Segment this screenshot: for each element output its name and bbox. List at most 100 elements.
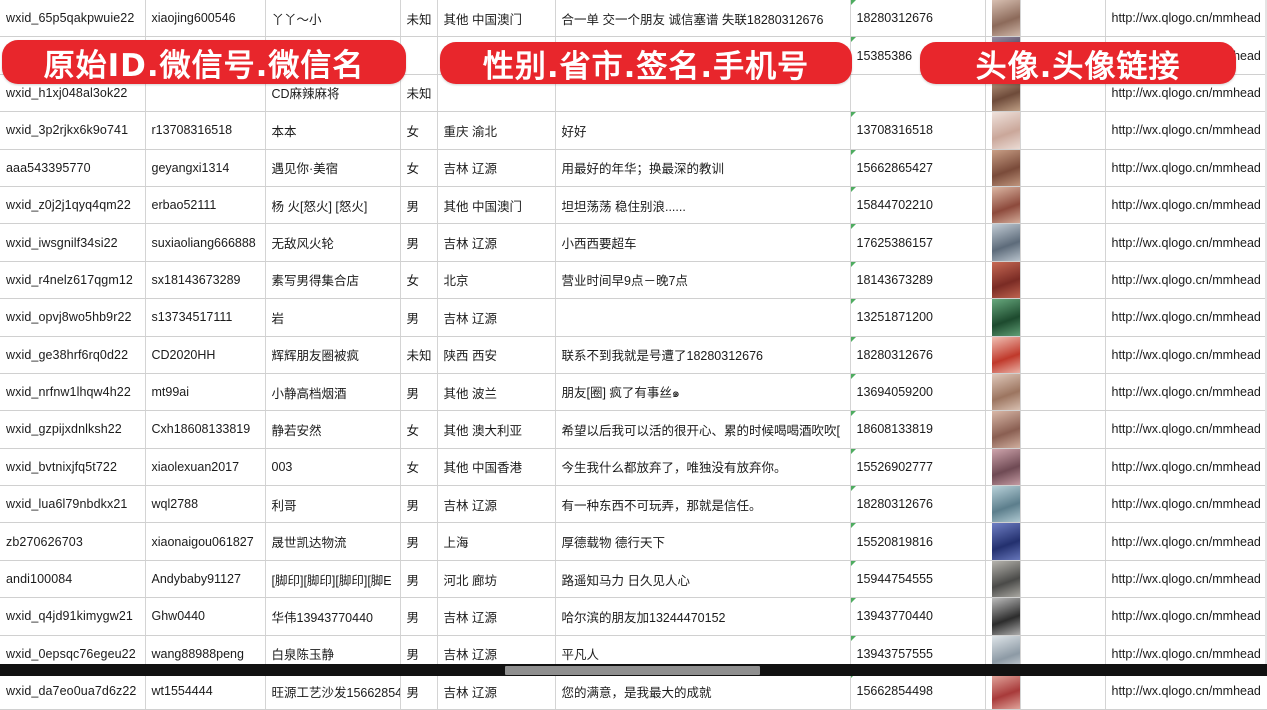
cell-gender[interactable]: 男 [400,597,438,636]
cell-avatar-url[interactable]: http://wx.qlogo.cn/mmhead [1105,186,1267,225]
cell-signature[interactable]: 希望以后我可以活的很开心、累的时候喝喝酒吹吹[ [555,410,851,449]
cell-gender[interactable]: 未知 [400,0,438,38]
cell-province-city[interactable]: 吉林 辽源 [437,298,556,337]
cell-avatar[interactable] [985,0,1021,38]
cell-province-city[interactable]: 其他 中国香港 [437,448,556,487]
table-row[interactable]: wxid_lua6l79nbdkx21 wql2788 利哥男吉林 辽源 有一种东西不… [0,485,1267,524]
table-row[interactable]: wxid_nrfnw1lhqw4h22 mt99ai 小静高档烟酒男其他 波兰 朋友[… [0,373,1267,412]
cell-original-id[interactable]: wxid_3p2rjkx6k9o741 [0,111,146,150]
cell-avatar[interactable] [985,448,1021,487]
cell-gender[interactable]: 男 [400,186,438,225]
cell-province-city[interactable]: 吉林 辽源 [437,485,556,524]
cell-avatar[interactable] [985,485,1021,524]
cell-avatar[interactable] [985,597,1021,636]
cell-gender[interactable]: 男 [400,522,438,561]
cell-avatar[interactable] [985,560,1021,599]
cell-spacer[interactable] [1020,672,1106,710]
cell-province-city[interactable]: 其他 中国澳门 [437,186,556,225]
cell-original-id[interactable]: wxid_lua6l79nbdkx21 [0,485,146,524]
table-row[interactable]: wxid_gzpijxdnlksh22 Cxh18608133819 静若安然女其他… [0,410,1267,449]
cell-avatar[interactable] [985,373,1021,412]
cell-wechat-id[interactable]: sx18143673289 [145,261,266,300]
cell-original-id[interactable]: wxid_z0j2j1qyq4qm22 [0,186,146,225]
table-row[interactable]: wxid_r4nelz617qgm12 sx18143673289 素写男得集合店女… [0,261,1267,300]
table-row[interactable]: wxid_q4jd91kimygw21 Ghw0440 华伟13943770440 男… [0,597,1267,636]
cell-wechat-name[interactable]: 003 [265,448,401,487]
cell-spacer[interactable] [1020,223,1106,262]
cell-avatar-url[interactable]: http://wx.qlogo.cn/mmhead [1105,410,1267,449]
cell-spacer[interactable] [1020,149,1106,187]
cell-avatar[interactable] [985,111,1021,150]
cell-original-id[interactable]: wxid_q4jd91kimygw21 [0,597,146,636]
cell-province-city[interactable]: 吉林 辽源 [437,597,556,636]
cell-gender[interactable]: 女 [400,149,438,187]
table-row[interactable]: aaa543395770 geyangxi1314 遇见你·美宿女吉林 辽源 用最好的… [0,149,1267,187]
table-row[interactable]: wxid_da7eo0ua7d6z22 wt1554444 旺源工艺沙发156628… [0,672,1267,710]
table-row[interactable]: wxid_opvj8wo5hb9r22 s13734517111 岩男吉林 辽源 13… [0,298,1267,337]
cell-gender[interactable]: 男 [400,298,438,337]
cell-wechat-name[interactable]: 华伟13943770440 [265,597,401,636]
cell-spacer[interactable] [1020,0,1106,38]
cell-avatar-url[interactable]: http://wx.qlogo.cn/mmhead [1105,485,1267,524]
cell-spacer[interactable] [1020,336,1106,374]
cell-spacer[interactable] [1020,111,1106,150]
cell-province-city[interactable]: 吉林 辽源 [437,149,556,187]
cell-original-id[interactable]: wxid_65p5qakpwuie22 [0,0,146,38]
cell-original-id[interactable]: aaa543395770 [0,149,146,187]
cell-avatar-url[interactable]: http://wx.qlogo.cn/mmhead [1105,0,1267,38]
cell-avatar-url[interactable]: http://wx.qlogo.cn/mmhead [1105,111,1267,150]
cell-avatar-url[interactable]: http://wx.qlogo.cn/mmhead [1105,560,1267,599]
cell-phone[interactable]: 13694059200 [850,373,986,412]
cell-spacer[interactable] [1020,298,1106,337]
cell-wechat-name[interactable]: [脚印][脚印][脚印][脚E [265,560,401,599]
cell-avatar-url[interactable]: http://wx.qlogo.cn/mmhead [1105,149,1267,187]
cell-avatar[interactable] [985,223,1021,262]
cell-avatar[interactable] [985,522,1021,561]
cell-avatar[interactable] [985,672,1021,710]
cell-gender[interactable]: 男 [400,560,438,599]
cell-original-id[interactable]: wxid_gzpijxdnlksh22 [0,410,146,449]
cell-phone[interactable]: 15662854498 [850,672,986,710]
cell-phone[interactable] [850,74,986,113]
cell-avatar-url[interactable]: http://wx.qlogo.cn/mmhead [1105,522,1267,561]
cell-gender[interactable]: 男 [400,672,438,710]
cell-spacer[interactable] [1020,560,1106,599]
cell-wechat-id[interactable]: s13734517111 [145,298,266,337]
cell-signature[interactable]: 哈尔滨的朋友加13244470152 [555,597,851,636]
cell-signature[interactable]: 好好 [555,111,851,150]
cell-gender[interactable]: 女 [400,410,438,449]
cell-avatar[interactable] [985,261,1021,300]
cell-original-id[interactable]: wxid_iwsgnilf34si22 [0,223,146,262]
cell-gender[interactable]: 男 [400,373,438,412]
cell-original-id[interactable]: wxid_bvtnixjfq5t722 [0,448,146,487]
cell-original-id[interactable]: zb270626703 [0,522,146,561]
cell-signature[interactable]: 路遥知马力 日久见人心 [555,560,851,599]
cell-gender[interactable]: 男 [400,485,438,524]
cell-phone[interactable]: 15520819816 [850,522,986,561]
cell-wechat-id[interactable]: xiaonaigou061827 [145,522,266,561]
scrollbar-thumb[interactable] [505,666,760,675]
cell-wechat-name[interactable]: 本本 [265,111,401,150]
cell-signature[interactable]: 用最好的年华；换最深的教训 [555,149,851,187]
cell-wechat-id[interactable]: wql2788 [145,485,266,524]
cell-signature[interactable]: 合一单 交一个朋友 诚信塞谱 失联18280312676 [555,0,851,38]
cell-phone[interactable]: 13943770440 [850,597,986,636]
cell-avatar[interactable] [985,186,1021,225]
cell-gender[interactable]: 男 [400,223,438,262]
cell-wechat-name[interactable]: 无敌风火轮 [265,223,401,262]
table-row[interactable]: wxid_65p5qakpwuie22 xiaojing600546 丫丫～小 未知其… [0,0,1267,38]
cell-original-id[interactable]: andi100084 [0,560,146,599]
cell-wechat-name[interactable]: 小静高档烟酒 [265,373,401,412]
cell-spacer[interactable] [1020,448,1106,487]
cell-spacer[interactable] [1020,186,1106,225]
cell-gender[interactable]: 女 [400,111,438,150]
cell-original-id[interactable]: wxid_da7eo0ua7d6z22 [0,672,146,710]
cell-province-city[interactable]: 陕西 西安 [437,336,556,374]
table-row[interactable]: wxid_ge38hrf6rq0d22 CD2020HH 辉辉朋友圈被疯 未知 陕西 西… [0,336,1267,374]
cell-phone[interactable]: 18608133819 [850,410,986,449]
cell-wechat-id[interactable]: r13708316518 [145,111,266,150]
cell-signature[interactable]: 有一种东西不可玩弄，那就是信任。 [555,485,851,524]
cell-avatar[interactable] [985,149,1021,187]
cell-wechat-id[interactable]: geyangxi1314 [145,149,266,187]
cell-wechat-id[interactable]: mt99ai [145,373,266,412]
